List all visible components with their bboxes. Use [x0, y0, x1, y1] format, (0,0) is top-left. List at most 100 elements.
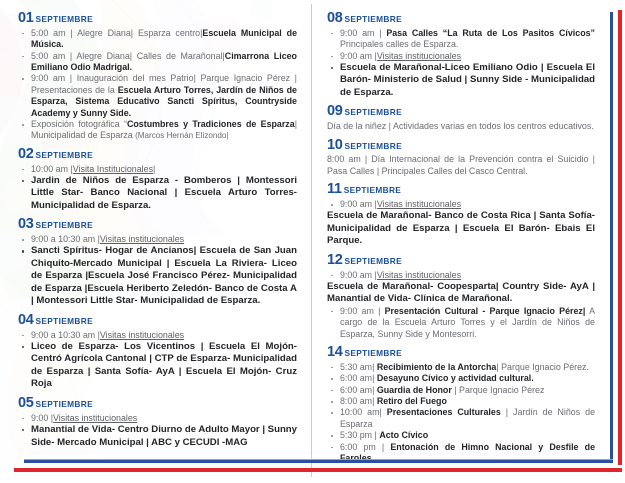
day-item-list: 9:00 a 10:30 am |Visitas institucionales… — [18, 234, 297, 308]
day-item-list: 9:00 am |Visitas institucionales Escuela … — [327, 270, 595, 341]
item-text-run: Presentaciones Culturales — [386, 407, 501, 418]
day-item: 5:30 am| Recibimiento de la Antorcha| Pa… — [327, 362, 595, 373]
day-item-list: 9:00 a 10:30 am |Visitas institucionales… — [18, 330, 297, 391]
item-text-run: Visitas institucionales — [376, 50, 462, 61]
day-item: Manantial de Vida- Centro Diurno de Adul… — [18, 424, 297, 449]
item-text-run: Visita Institucionales — [72, 163, 154, 174]
item-text-run: Cimarrona Liceo Emiliano Odio Madrigal. — [31, 50, 297, 72]
item-text-run: 5:00 am | Alegre Diana| Esparza centro| — [31, 27, 203, 38]
item-text-run: Pasa Calles “La Ruta de Los Pasitos Cívi… — [386, 27, 595, 38]
day-number: 02 — [18, 145, 34, 162]
day-item-list: 9:00 |Visitas institucionales Manantial d… — [18, 413, 297, 449]
day-item: Escuela de Marañonal-Liceo Emiliano Odio… — [327, 62, 595, 99]
item-text-run: | Jardín de Niños de Esparza — [340, 407, 595, 429]
item-text-run: 10:00 am| — [340, 407, 387, 418]
day-block: 10 SEPTIEMBRE 8:00 am | Día Internacional … — [327, 137, 595, 178]
day-item-list: 9:00 am | Pasa Calles “La Ruta de Los Pa… — [327, 28, 595, 100]
item-text-run: | — [153, 163, 156, 174]
day-item: 5:30 pm | Acto Cívico — [327, 430, 595, 441]
day-item-list: 5:00 am | Alegre Diana| Esparza centro| E… — [18, 28, 297, 142]
day-item: 6:00 pm | Entonación de Himno Nacional y… — [327, 442, 595, 465]
day-block: 12 SEPTIEMBRE 9:00 am |Visitas institucion… — [327, 252, 595, 340]
item-text-run: 9:00 am | — [340, 198, 377, 209]
item-text-run: 9:00 am | — [340, 27, 387, 38]
day-block: 09 SEPTIEMBRE Día de la niñez | Actividade… — [327, 103, 595, 132]
day-month: SEPTIEMBRE — [344, 348, 402, 359]
item-text-run: Liceo de Esparza- Los Vicentinos | Escue… — [31, 341, 297, 390]
day-block: 11 SEPTIEMBRE 9:00 am |Visitas institucion… — [327, 181, 595, 248]
item-text-run: (Marcos Hernán Elizondo| — [135, 131, 229, 141]
day-item: 9:00 am |Visitas institucionales — [327, 199, 595, 210]
column-left: 01 SEPTIEMBRE 5:00 am | Alegre Diana| Espa… — [0, 0, 311, 483]
item-text-run: 9:00 | — [31, 412, 54, 423]
item-text-run: 9:00 am | Inauguración del mes Patrio| P… — [31, 73, 297, 95]
day-item: Día de la niñez | Actividades varias en … — [327, 121, 595, 132]
item-text-run: 8:00 am | Día Internacional de la Preven… — [327, 154, 595, 176]
day-item: 5:00 am | Alegre Diana| Calles de Maraño… — [18, 51, 297, 74]
day-item: Escuela de Marañonal- Banco de Costa Ric… — [327, 210, 595, 247]
column-right: 08 SEPTIEMBRE 9:00 am | Pasa Calles “La Ru… — [311, 0, 625, 483]
item-text-run: Jardin de Niños de Esparza - Bomberos | … — [31, 174, 297, 211]
day-item: 9:00 am | Pasa Calles “La Ruta de Los Pa… — [327, 28, 595, 51]
day-month: SEPTIEMBRE — [343, 185, 402, 196]
day-heading: 04 SEPTIEMBRE — [18, 312, 297, 329]
item-text-run: Manantial de Vida- Centro Diurno de Adul… — [31, 424, 297, 448]
item-text-run: Presentación Cultural - Parque Ignacio P… — [384, 305, 586, 316]
day-block: 08 SEPTIEMBRE 9:00 am | Pasa Calles “La Ru… — [327, 10, 595, 99]
day-number: 09 — [327, 103, 343, 120]
day-heading: 12 SEPTIEMBRE — [327, 252, 595, 269]
day-month: SEPTIEMBRE — [35, 149, 93, 160]
item-text-run: 8:00 am| — [340, 396, 377, 406]
day-item: Exposición fotográfica “Costumbres y Tra… — [18, 119, 297, 142]
day-heading: 05 SEPTIEMBRE — [18, 395, 297, 412]
day-item: 10:00 am |Visita Institucionales| — [18, 164, 297, 175]
day-number: 03 — [18, 216, 34, 233]
item-text-run: 9:00 am | — [340, 269, 377, 280]
day-number: 11 — [327, 181, 342, 198]
day-item: 9:00 am | Presentación Cultural - Parque… — [327, 306, 595, 340]
day-item-list: 10:00 am |Visita Institucionales| Jardin … — [18, 164, 297, 213]
item-text-run: Guardia de Honor — [376, 384, 452, 395]
day-heading: 01 SEPTIEMBRE — [18, 10, 297, 27]
day-heading: 10 SEPTIEMBRE — [327, 137, 595, 154]
day-heading: 09 SEPTIEMBRE — [327, 103, 595, 120]
day-month: SEPTIEMBRE — [344, 140, 402, 151]
day-item: 9:00 a 10:30 am |Visitas institucionales — [18, 330, 297, 341]
item-text-run: 5:30 pm | — [340, 430, 380, 441]
day-month: SEPTIEMBRE — [35, 14, 93, 24]
item-text-run: Día de la niñez | Actividades varias en … — [327, 121, 594, 132]
day-heading: 11 SEPTIEMBRE — [327, 181, 595, 198]
day-number: 12 — [327, 251, 343, 268]
day-item: 5:00 am | Alegre Diana| Esparza centro|E… — [18, 28, 297, 51]
day-item: Escuela de Marañonal- Coopesparta| Count… — [327, 281, 595, 306]
item-text-run: Escuela de Marañonal- Coopesparta| Count… — [327, 280, 595, 305]
day-item: 6:00 am| Guardia de Honor | Parque Ignac… — [327, 385, 595, 396]
day-block: 02 SEPTIEMBRE 10:00 am |Visita Institucion… — [18, 146, 297, 213]
day-item: Jardin de Niños de Esparza - Bomberos | … — [18, 175, 297, 212]
day-item: 9:00 |Visitas institucionales — [18, 413, 297, 424]
item-text-run: A cargo de la Escuela Arturo Torres y el… — [340, 305, 595, 339]
day-item-list: 5:30 am| Recibimiento de la Antorcha| Pa… — [327, 362, 595, 465]
day-block: 04 SEPTIEMBRE 9:00 a 10:30 am |Visitas ins… — [18, 312, 297, 391]
day-item: 6:00 am| Desayuno Cívico y actividad cul… — [327, 373, 595, 384]
day-item-list: 9:00 am |Visitas institucionales Escuela … — [327, 199, 595, 248]
day-heading: 03 SEPTIEMBRE — [18, 216, 297, 233]
day-number: 08 — [327, 10, 343, 26]
item-text-run: | Municipalidad de Esparza — [31, 118, 297, 141]
item-text-run: 10:00 am | — [31, 163, 73, 174]
item-text-run: 6:00 pm | — [340, 441, 391, 452]
item-text-run: Recibimiento de la Antorcha — [376, 361, 497, 372]
item-text-run: Visitas institucionales — [53, 412, 138, 423]
item-text-run: Retiro del Fuego — [376, 396, 447, 406]
item-text-run: | Parque Ignacio Pérez. — [496, 361, 589, 372]
item-text-run: Costumbres y Tradiciones de Esparza — [126, 118, 295, 129]
day-item: 10:00 am| Presentaciones Culturales | Ja… — [327, 407, 595, 430]
day-item-list: Día de la niñez | Actividades varias en … — [327, 121, 595, 132]
day-number: 01 — [18, 10, 34, 26]
day-month: SEPTIEMBRE — [35, 398, 93, 409]
day-month: SEPTIEMBRE — [344, 107, 402, 118]
item-text-run: Visitas institucionales — [99, 329, 185, 340]
item-text-run: 9:00 am | — [340, 305, 385, 316]
day-item: Liceo de Esparza- Los Vicentinos | Escue… — [18, 341, 297, 391]
